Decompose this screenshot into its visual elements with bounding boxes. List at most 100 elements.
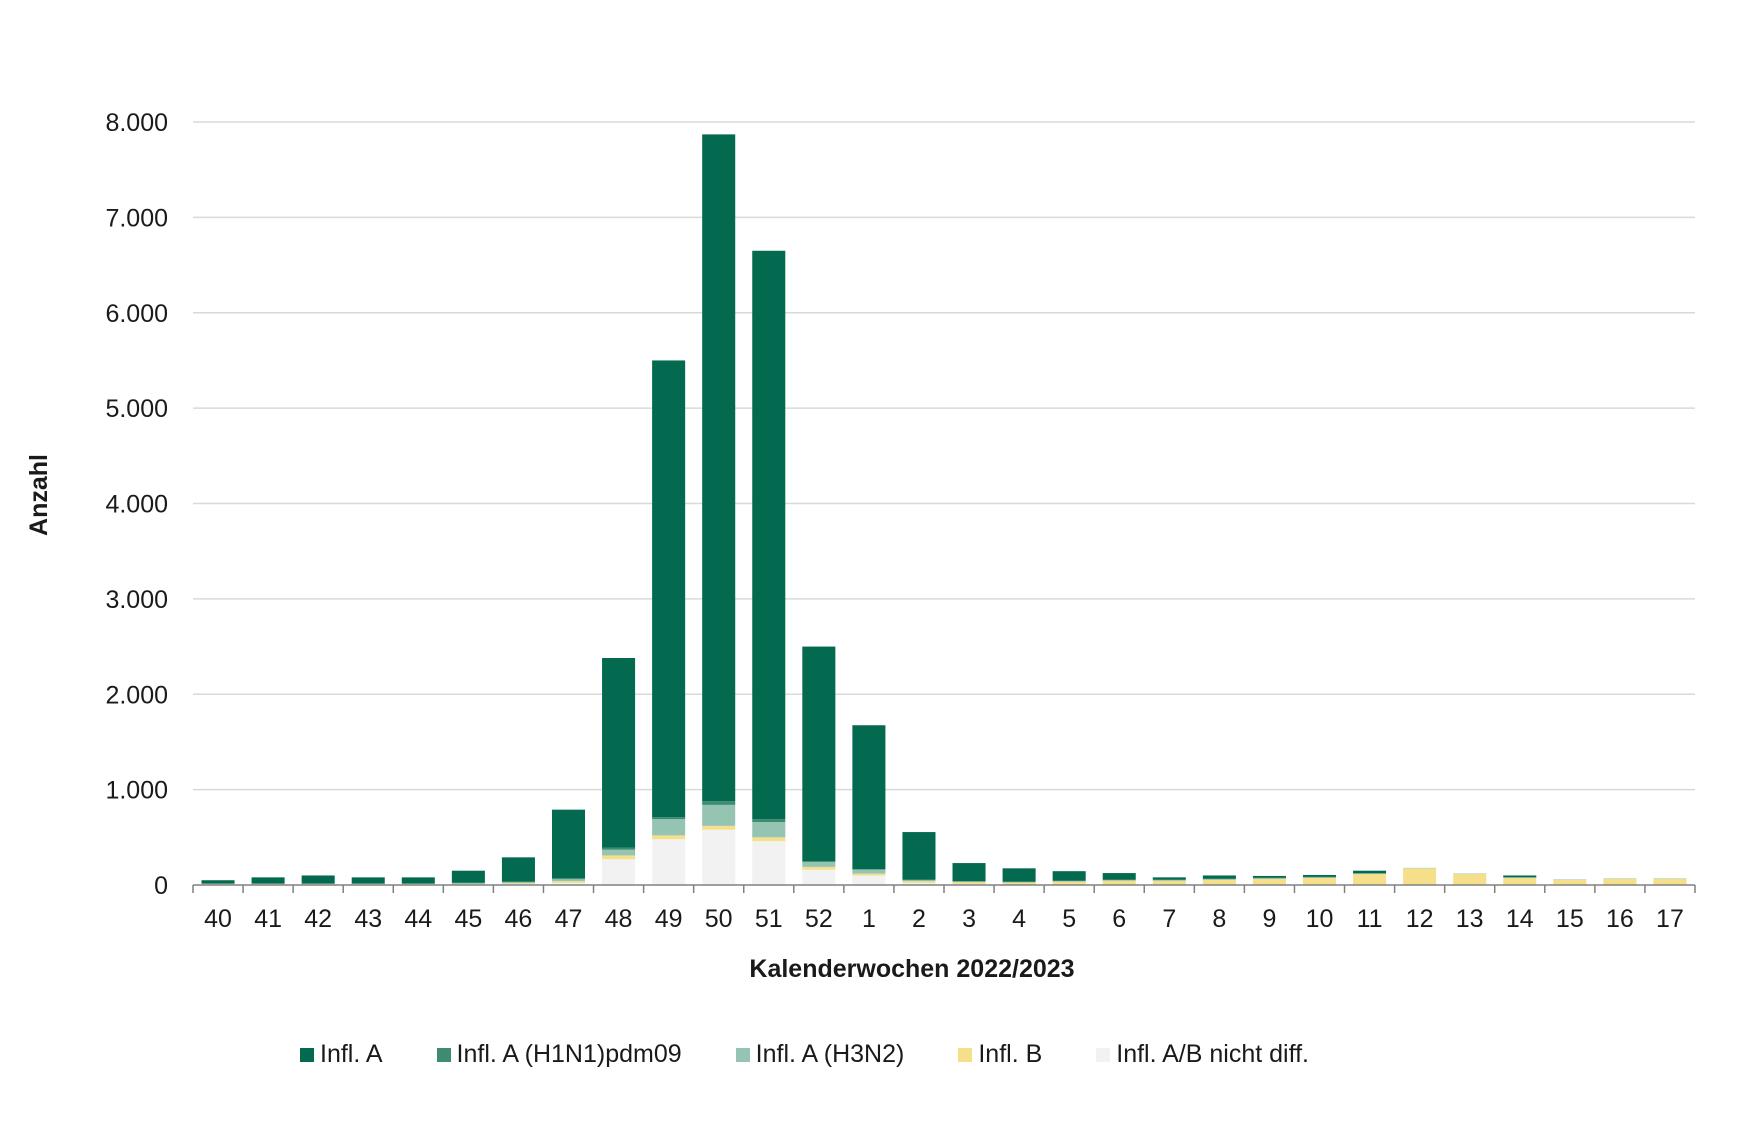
x-tick-label: 48 <box>605 905 633 933</box>
legend-item: Infl. A <box>300 1040 383 1069</box>
x-tick-label: 12 <box>1406 905 1434 933</box>
bar-segment <box>1503 875 1537 878</box>
y-tick-label: 3.000 <box>105 586 168 614</box>
bar-segment <box>802 862 836 867</box>
bar-segment <box>902 832 936 880</box>
bar-segment <box>1302 874 1337 877</box>
bar-segment <box>852 869 886 874</box>
bar-stack-kw-14 <box>1503 875 1537 885</box>
bar-segment <box>802 869 836 885</box>
chart-legend: Infl. A Infl. A (H1N1)pdm09 Infl. A (H3N2)… <box>300 1040 1363 1069</box>
bar-segment <box>602 859 636 885</box>
bar-segment <box>1553 879 1587 885</box>
bar-segment <box>1152 877 1186 880</box>
bar-segment <box>1202 879 1236 885</box>
legend-label: Infl. A (H3N2) <box>755 1040 905 1068</box>
bar-segment <box>852 873 886 876</box>
bar-segment <box>1453 874 1487 885</box>
legend-swatch <box>436 1047 451 1062</box>
bar-stack-kw-8 <box>1202 875 1236 885</box>
x-tick-label: 17 <box>1656 905 1684 933</box>
y-axis-title: Anzahl <box>25 454 53 536</box>
x-tick-label: 2 <box>912 905 926 933</box>
bar-segment <box>752 841 786 885</box>
bar-segment <box>251 877 285 884</box>
axes <box>192 884 1696 893</box>
bar-segment <box>902 880 936 882</box>
bar-segment <box>1102 880 1136 885</box>
bar-segment <box>702 134 736 802</box>
bar-segment <box>1653 878 1687 885</box>
gridlines <box>193 121 1695 791</box>
bar-segment <box>501 882 535 884</box>
bar-segment <box>201 880 235 884</box>
bar-segment <box>652 839 686 885</box>
bar-segment <box>551 809 586 879</box>
bar-stack-kw-13 <box>1453 873 1487 885</box>
bar-segment <box>551 883 586 885</box>
bar-segment <box>652 835 686 840</box>
bar-segment <box>652 819 686 836</box>
x-tick-label: 3 <box>962 905 976 933</box>
bar-stack-kw-49 <box>652 360 686 885</box>
bar-segment <box>1002 868 1036 882</box>
x-tick-label: 47 <box>555 905 583 933</box>
bar-segment <box>752 837 786 842</box>
legend-label: Infl. A <box>320 1040 383 1068</box>
bar-stack-kw-2 <box>902 832 936 885</box>
bar-segment <box>301 875 335 884</box>
x-tick-label: 40 <box>204 905 232 933</box>
bar-segment <box>952 882 986 885</box>
y-tick-label: 2.000 <box>105 681 168 709</box>
bar-stack-kw-42 <box>301 875 335 885</box>
legend-swatch <box>958 1047 973 1062</box>
y-tick-label: 0 <box>154 872 168 900</box>
bar-segment <box>802 646 836 862</box>
bar-segment <box>1252 875 1286 878</box>
bar-segment <box>501 883 535 885</box>
bar-stacks <box>201 134 1687 885</box>
bar-segment <box>501 857 535 882</box>
x-tick-label: 43 <box>354 905 382 933</box>
legend-label: Infl. A (H1N1)pdm09 <box>456 1040 682 1068</box>
bar-stack-kw-9 <box>1252 875 1286 885</box>
x-tick-label: 7 <box>1162 905 1176 933</box>
bar-segment <box>1002 882 1036 885</box>
bar-segment <box>852 875 886 885</box>
bar-segment <box>1152 880 1186 885</box>
x-tick-label: 49 <box>655 905 683 933</box>
bar-segment <box>702 829 736 885</box>
x-tick-label: 44 <box>404 905 432 933</box>
legend-swatch <box>300 1047 314 1062</box>
bar-segment <box>852 725 886 870</box>
bar-segment <box>652 817 686 820</box>
y-tick-labels: 0 1.000 2.000 3.000 4.000 5.000 6.000 7.000 8.00… <box>105 109 168 900</box>
x-tick-label: 14 <box>1506 905 1534 933</box>
bar-stack-kw-3 <box>952 863 986 885</box>
bar-segment <box>602 658 636 848</box>
bar-segment <box>1353 874 1387 885</box>
bar-stack-kw-17 <box>1653 878 1687 885</box>
bar-stack-kw-1 <box>852 725 886 885</box>
bar-segment <box>652 360 686 818</box>
x-tick-label: 51 <box>755 905 783 933</box>
bar-stack-kw-45 <box>451 870 485 885</box>
bar-stack-kw-50 <box>702 134 736 885</box>
bar-segment <box>952 863 986 882</box>
x-tick-label: 50 <box>705 905 733 933</box>
x-tick-label: 6 <box>1112 905 1126 933</box>
bar-segment <box>1403 868 1437 885</box>
bar-segment <box>902 883 936 885</box>
x-tick-label: 4 <box>1012 905 1026 933</box>
bar-segment <box>451 870 485 883</box>
bar-stack-kw-4 <box>1002 868 1036 885</box>
x-tick-label: 10 <box>1306 905 1334 933</box>
x-axis-title: Kalenderwochen 2022/2023 <box>749 955 1074 983</box>
bar-segment <box>1353 870 1387 874</box>
bar-stack-kw-6 <box>1102 873 1136 885</box>
bar-segment <box>902 881 936 884</box>
legend-label: Infl. B <box>978 1040 1043 1068</box>
bar-stack-kw-52 <box>802 646 836 885</box>
bar-stack-kw-47 <box>551 809 586 885</box>
bar-stack-kw-48 <box>602 658 636 885</box>
